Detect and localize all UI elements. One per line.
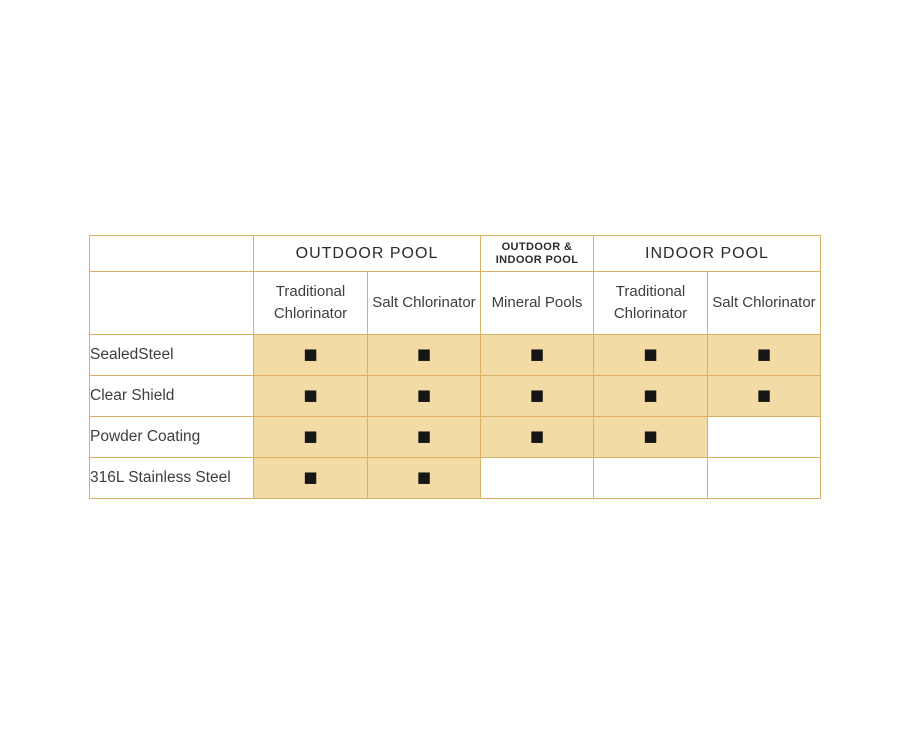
row-label: Clear Shield: [89, 375, 254, 417]
pool-type-header-row: OUTDOOR POOL OUTDOOR & INDOOR POOL INDOO…: [89, 235, 821, 272]
square-marker: ■: [643, 427, 658, 445]
compat-cell-empty: [480, 457, 594, 499]
row-label: SealedSteel: [89, 334, 254, 376]
row-label-header: [89, 271, 254, 335]
corner-spacer: [89, 235, 254, 272]
compat-cell-marked: ■: [480, 334, 594, 376]
square-marker: ■: [529, 386, 545, 404]
compat-cell-empty: [707, 457, 821, 499]
compat-cell-marked: ■: [253, 457, 368, 499]
col-group-indoor-pool: INDOOR POOL: [593, 235, 821, 272]
col-header-mineral-pools: Mineral Pools: [480, 271, 594, 335]
square-marker: ■: [416, 468, 432, 486]
compat-cell-marked: ■: [253, 334, 368, 376]
chlorinator-header-row: Traditional Chlorinator Salt Chlorinator…: [89, 271, 821, 335]
table-row: Powder Coating ■ ■ ■ ■: [89, 416, 821, 458]
square-marker: ■: [529, 427, 545, 445]
compat-cell-marked: ■: [593, 334, 708, 376]
square-marker: ■: [303, 427, 318, 445]
table-row: SealedSteel ■ ■ ■ ■ ■: [89, 334, 821, 376]
square-marker: ■: [303, 345, 318, 363]
compat-cell-marked: ■: [707, 375, 821, 417]
square-marker: ■: [416, 427, 432, 445]
col-header-indoor-traditional: Traditional Chlorinator: [593, 271, 708, 335]
square-marker: ■: [756, 386, 772, 404]
compat-cell-empty: [593, 457, 708, 499]
col-header-outdoor-salt: Salt Chlorinator: [367, 271, 481, 335]
col-header-indoor-salt: Salt Chlorinator: [707, 271, 821, 335]
square-marker: ■: [643, 386, 658, 404]
table-body: SealedSteel ■ ■ ■ ■ ■ Clear Shield ■ ■ ■ ■ ■ Powder …: [89, 334, 821, 499]
square-marker: ■: [643, 345, 658, 363]
compat-cell-marked: ■: [367, 416, 481, 458]
square-marker: ■: [303, 386, 318, 404]
table-row: 316L Stainless Steel ■ ■: [89, 457, 821, 499]
compat-cell-marked: ■: [707, 334, 821, 376]
row-label: Powder Coating: [89, 416, 254, 458]
square-marker: ■: [416, 386, 432, 404]
square-marker: ■: [756, 345, 772, 363]
table-row: Clear Shield ■ ■ ■ ■ ■: [89, 375, 821, 417]
compat-cell-marked: ■: [367, 457, 481, 499]
compat-cell-marked: ■: [593, 375, 708, 417]
square-marker: ■: [416, 345, 432, 363]
compat-cell-marked: ■: [367, 334, 481, 376]
compat-cell-marked: ■: [480, 416, 594, 458]
square-marker: ■: [529, 345, 545, 363]
compat-cell-marked: ■: [253, 375, 368, 417]
row-label: 316L Stainless Steel: [89, 457, 254, 499]
compat-cell-empty: [707, 416, 821, 458]
col-group-outdoor-indoor-pool: OUTDOOR & INDOOR POOL: [480, 235, 594, 272]
compat-cell-marked: ■: [367, 375, 481, 417]
col-header-outdoor-traditional: Traditional Chlorinator: [253, 271, 368, 335]
compat-cell-marked: ■: [593, 416, 708, 458]
square-marker: ■: [303, 468, 318, 486]
compatibility-table: OUTDOOR POOL OUTDOOR & INDOOR POOL INDOO…: [89, 235, 821, 499]
compat-cell-marked: ■: [480, 375, 594, 417]
col-group-outdoor-pool: OUTDOOR POOL: [253, 235, 481, 272]
compat-cell-marked: ■: [253, 416, 368, 458]
